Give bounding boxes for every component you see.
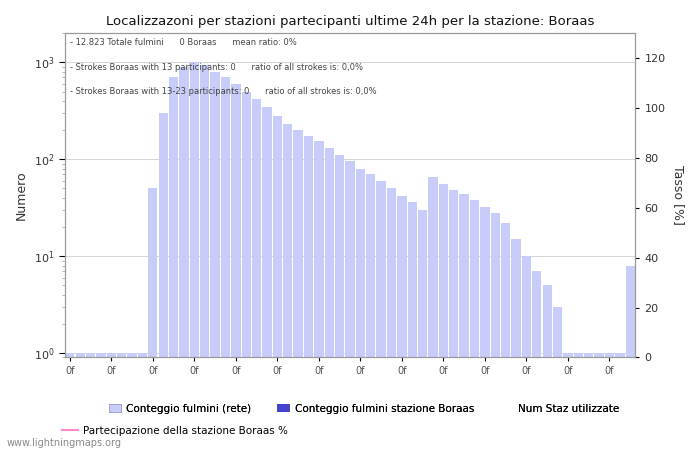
Bar [304, 136, 313, 450]
Bar [553, 307, 562, 450]
Bar [449, 190, 459, 450]
Bar [387, 189, 396, 450]
Bar [325, 148, 334, 450]
Bar [532, 271, 542, 450]
Bar [584, 353, 594, 450]
Bar [97, 353, 106, 450]
Text: www.lightningmaps.org: www.lightningmaps.org [7, 438, 122, 448]
Bar [564, 353, 573, 450]
Text: - Strokes Boraas with 13 participants: 0      ratio of all strokes is: 0,0%: - Strokes Boraas with 13 participants: 0… [70, 63, 363, 72]
Bar [512, 239, 521, 450]
Bar [231, 84, 241, 450]
Bar [542, 285, 552, 450]
Bar [138, 353, 147, 450]
Bar [615, 353, 624, 450]
Bar [283, 124, 293, 450]
Bar [117, 353, 127, 450]
Bar [522, 256, 531, 450]
Bar [252, 99, 261, 450]
Bar [179, 67, 188, 450]
Bar [273, 116, 282, 450]
Text: - 12.823 Totale fulmini      0 Boraas      mean ratio: 0%: - 12.823 Totale fulmini 0 Boraas mean ra… [70, 38, 297, 47]
Y-axis label: Tasso [%]: Tasso [%] [672, 166, 685, 225]
Bar [397, 196, 407, 450]
Bar [76, 353, 85, 450]
Bar [439, 184, 448, 450]
Bar [418, 210, 427, 450]
Bar [314, 141, 323, 450]
Bar [200, 65, 209, 450]
Text: - Strokes Boraas with 13-23 participants: 0      ratio of all strokes is: 0,0%: - Strokes Boraas with 13-23 participants… [70, 87, 377, 96]
Bar [65, 353, 74, 450]
Bar [211, 72, 220, 450]
Bar [220, 77, 230, 450]
Bar [293, 130, 303, 450]
Bar [241, 92, 251, 450]
Bar [127, 353, 136, 450]
Title: Localizzazoni per stazioni partecipanti ultime 24h per la stazione: Boraas: Localizzazoni per stazioni partecipanti … [106, 15, 594, 28]
Bar [106, 353, 116, 450]
Bar [501, 223, 510, 450]
Y-axis label: Numero: Numero [15, 171, 28, 220]
Bar [345, 162, 355, 450]
Bar [594, 353, 603, 450]
Bar [190, 63, 199, 450]
Bar [148, 189, 158, 450]
Bar [428, 177, 438, 450]
Bar [491, 213, 500, 450]
Bar [86, 353, 95, 450]
Bar [169, 77, 178, 450]
Bar [262, 107, 272, 450]
Bar [470, 200, 480, 450]
Bar [356, 169, 365, 450]
Legend: Partecipazione della stazione Boraas %: Partecipazione della stazione Boraas % [58, 422, 292, 440]
Bar [459, 194, 469, 450]
Legend: Conteggio fulmini (rete), Conteggio fulmini stazione Boraas, Num Staz utilizzate: Conteggio fulmini (rete), Conteggio fulm… [104, 400, 624, 418]
Bar [158, 113, 168, 450]
Bar [626, 266, 635, 450]
Bar [377, 181, 386, 450]
Bar [407, 202, 417, 450]
Bar [480, 207, 489, 450]
Bar [574, 353, 583, 450]
Bar [366, 174, 375, 450]
Bar [335, 155, 344, 450]
Bar [605, 353, 614, 450]
